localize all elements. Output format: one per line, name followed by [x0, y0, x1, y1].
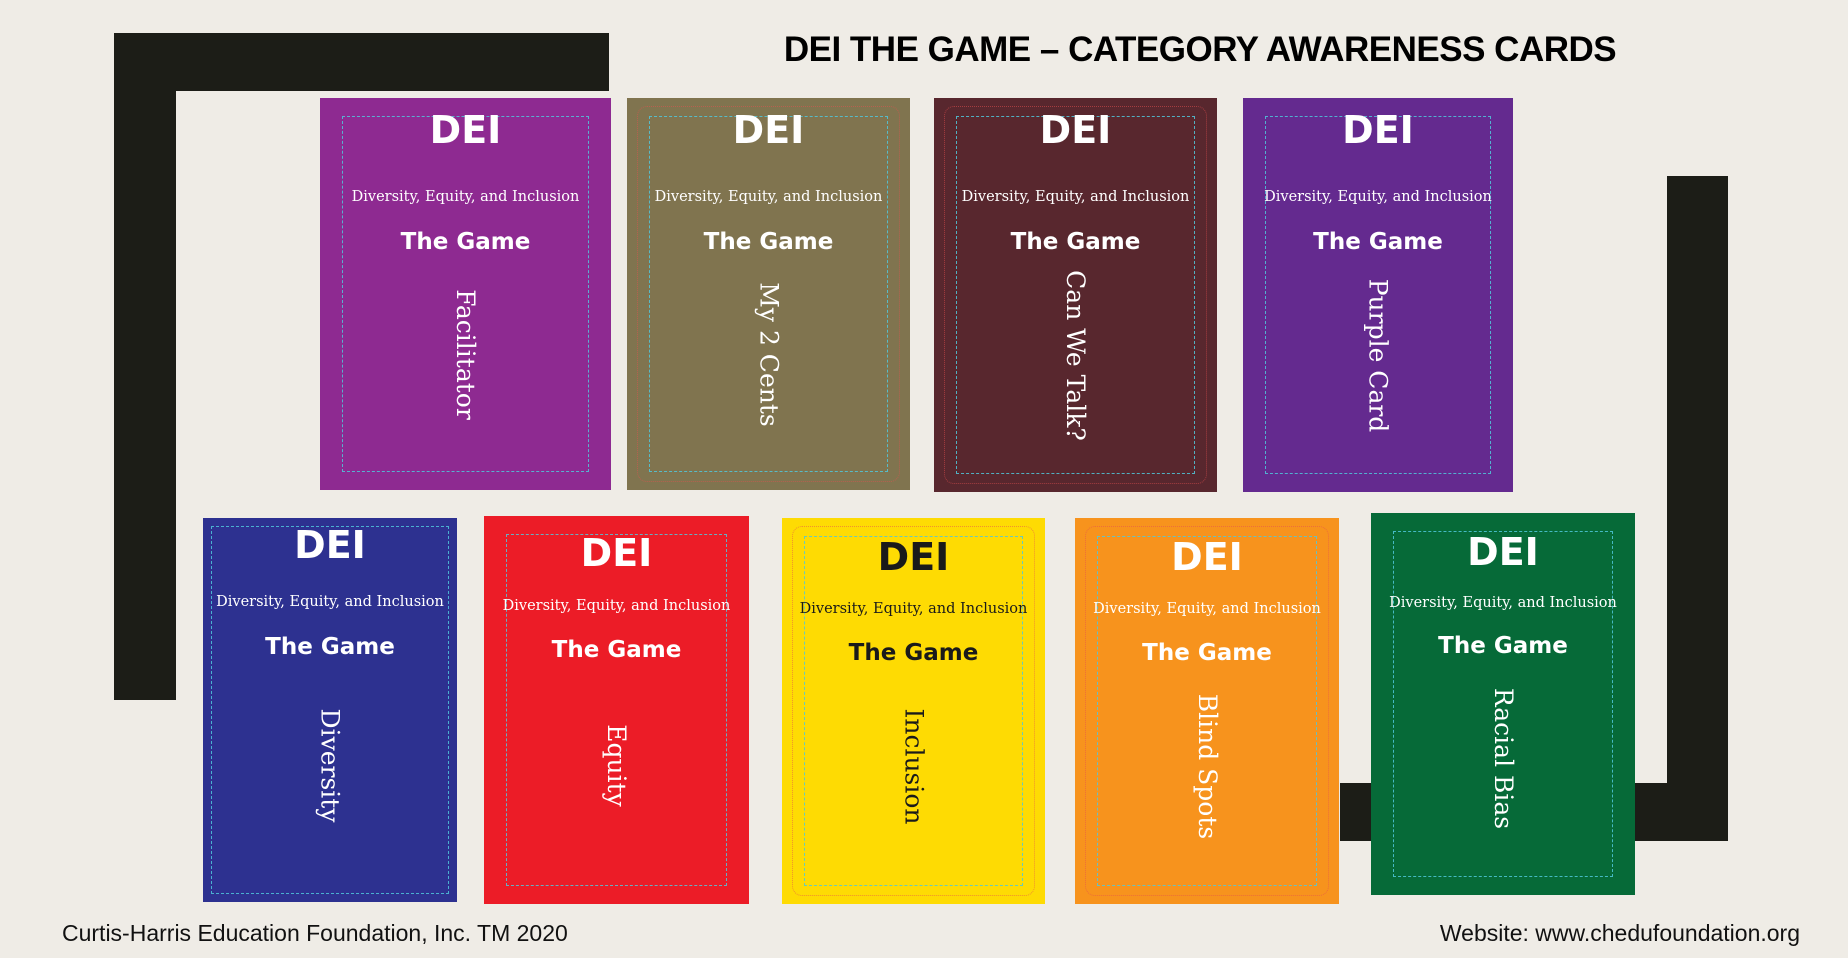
- card-subtitle: Diversity, Equity, and Inclusion: [216, 594, 444, 610]
- card-category: My 2 Cents: [754, 281, 784, 427]
- card-blind-spots: DEI Diversity, Equity, and Inclusion The…: [1075, 518, 1339, 904]
- card-equity: DEI Diversity, Equity, and Inclusion The…: [484, 516, 749, 904]
- card-subtitle: Diversity, Equity, and Inclusion: [502, 598, 731, 614]
- card-category: Purple Card: [1363, 278, 1393, 432]
- card-category: Can We Talk?: [1060, 269, 1090, 441]
- card-dei-label: DEI: [429, 108, 502, 152]
- bracket-left-top: [114, 33, 609, 91]
- card-dei-label: DEI: [732, 108, 805, 152]
- card-subtitle: Diversity, Equity, and Inclusion: [799, 601, 1028, 617]
- card-game-label: The Game: [1142, 640, 1272, 666]
- card-category: Racial Bias: [1488, 687, 1518, 829]
- card-can-we-talk: DEI Diversity, Equity, and Inclusion The…: [934, 98, 1217, 492]
- card-game-label: The Game: [1313, 229, 1443, 255]
- card-dei-label: DEI: [1039, 108, 1112, 152]
- card-game-label: The Game: [1438, 633, 1568, 659]
- card-game-label: The Game: [1010, 229, 1141, 255]
- card-dei-label: DEI: [1171, 535, 1243, 579]
- card-cut-line: [956, 116, 1195, 474]
- card-dei-label: DEI: [1342, 108, 1414, 152]
- card-dei-label: DEI: [1467, 530, 1539, 574]
- footer-website: Website: www.chedufoundation.org: [1439, 920, 1800, 946]
- card-category: Inclusion: [899, 707, 929, 825]
- footer-organization: Curtis-Harris Education Foundation, Inc.…: [62, 920, 568, 946]
- card-cut-line: [1097, 536, 1317, 886]
- card-inclusion: DEI Diversity, Equity, and Inclusion The…: [782, 518, 1045, 904]
- card-cut-line: [506, 534, 727, 886]
- card-cut-line: [1393, 531, 1613, 877]
- card-subtitle: Diversity, Equity, and Inclusion: [961, 189, 1190, 205]
- card-subtitle: Diversity, Equity, and Inclusion: [1093, 601, 1321, 617]
- card-bleed-line: [637, 106, 900, 482]
- card-diversity: DEI Diversity, Equity, and Inclusion The…: [203, 518, 457, 902]
- card-facilitator: DEI Diversity, Equity, and Inclusion The…: [320, 98, 611, 490]
- card-bleed-line: [1085, 526, 1329, 896]
- card-bleed-line: [944, 106, 1207, 484]
- card-cut-line: [1265, 116, 1491, 474]
- card-purple-card: DEI Diversity, Equity, and Inclusion The…: [1243, 98, 1513, 492]
- card-game-label: The Game: [848, 640, 979, 666]
- card-dei-label: DEI: [294, 523, 366, 567]
- page-title: DEI THE GAME – CATEGORY AWARENESS CARDS: [783, 30, 1617, 69]
- card-bleed-line: [792, 526, 1035, 896]
- card-dei-label: DEI: [580, 531, 653, 575]
- card-category: Blind Spots: [1192, 693, 1222, 839]
- card-cut-line: [211, 526, 449, 894]
- card-game-label: The Game: [703, 229, 834, 255]
- card-cut-line: [649, 116, 888, 472]
- card-game-label: The Game: [551, 637, 682, 663]
- card-racial-bias: DEI Diversity, Equity, and Inclusion The…: [1371, 513, 1635, 895]
- card-game-label: The Game: [400, 229, 531, 255]
- card-subtitle: Diversity, Equity, and Inclusion: [654, 189, 883, 205]
- card-my-2-cents: DEI Diversity, Equity, and Inclusion The…: [627, 98, 910, 490]
- card-category: Diversity: [315, 708, 345, 822]
- card-subtitle: Diversity, Equity, and Inclusion: [1389, 595, 1617, 611]
- card-subtitle: Diversity, Equity, and Inclusion: [1264, 189, 1492, 205]
- card-cut-line: [804, 536, 1023, 886]
- card-cut-line: [342, 116, 589, 472]
- card-dei-label: DEI: [877, 535, 950, 579]
- card-subtitle: Diversity, Equity, and Inclusion: [351, 189, 580, 205]
- bracket-right-side: [1667, 176, 1728, 841]
- card-category: Facilitator: [450, 288, 480, 420]
- card-category: Equity: [601, 723, 631, 807]
- card-game-label: The Game: [265, 634, 395, 660]
- bracket-left-side: [114, 33, 176, 700]
